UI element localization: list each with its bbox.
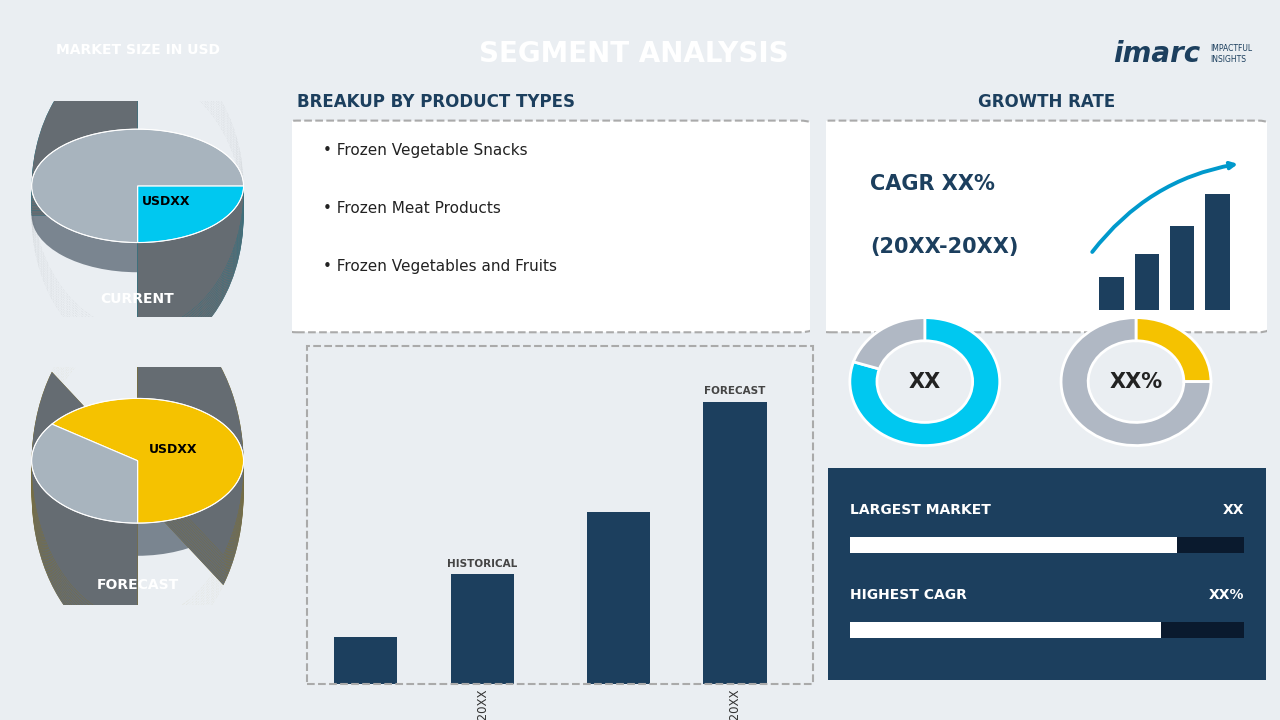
Bar xyxy=(850,537,1244,553)
Ellipse shape xyxy=(32,159,243,272)
Wedge shape xyxy=(32,335,243,647)
Text: HISTORICAL: HISTORICAL xyxy=(447,559,517,569)
Ellipse shape xyxy=(32,431,243,556)
Text: FORECAST: FORECAST xyxy=(704,387,765,396)
Text: • Frozen Vegetable Snacks: • Frozen Vegetable Snacks xyxy=(323,143,527,158)
Text: imarc: imarc xyxy=(1114,40,1201,68)
Text: CURRENT: CURRENT xyxy=(101,292,174,306)
Wedge shape xyxy=(32,52,243,335)
Bar xyxy=(1161,622,1244,638)
Wedge shape xyxy=(32,310,243,622)
Wedge shape xyxy=(32,49,243,333)
Bar xyxy=(1100,276,1124,310)
Text: MARKET SIZE IN USD: MARKET SIZE IN USD xyxy=(55,43,220,58)
FancyBboxPatch shape xyxy=(817,120,1271,332)
Wedge shape xyxy=(32,321,243,633)
Polygon shape xyxy=(32,424,138,523)
Wedge shape xyxy=(32,338,243,649)
Wedge shape xyxy=(32,327,243,639)
Wedge shape xyxy=(32,307,243,619)
Wedge shape xyxy=(32,71,243,355)
Text: (20XX-20XX): (20XX-20XX) xyxy=(870,237,1018,256)
Wedge shape xyxy=(32,313,243,625)
Wedge shape xyxy=(32,327,243,639)
Wedge shape xyxy=(32,66,243,350)
Bar xyxy=(586,512,650,684)
Wedge shape xyxy=(32,73,243,357)
Wedge shape xyxy=(32,47,243,330)
Text: USDXX: USDXX xyxy=(150,444,197,456)
Wedge shape xyxy=(32,332,243,644)
Polygon shape xyxy=(52,398,243,523)
Text: FORECAST: FORECAST xyxy=(96,578,179,593)
Bar xyxy=(334,637,397,684)
Wedge shape xyxy=(32,324,243,636)
Wedge shape xyxy=(32,307,243,619)
Wedge shape xyxy=(32,61,243,345)
Wedge shape xyxy=(32,52,243,335)
Bar xyxy=(451,575,513,684)
Wedge shape xyxy=(32,64,243,347)
Wedge shape xyxy=(32,71,243,355)
Wedge shape xyxy=(32,54,243,338)
Wedge shape xyxy=(32,332,243,644)
Wedge shape xyxy=(32,329,243,642)
Text: USDXX: USDXX xyxy=(142,194,191,207)
Bar xyxy=(1135,254,1158,310)
Text: SEGMENT ANALYSIS: SEGMENT ANALYSIS xyxy=(479,40,788,68)
Wedge shape xyxy=(32,47,243,330)
FancyBboxPatch shape xyxy=(819,464,1275,685)
Text: • Frozen Meat Products: • Frozen Meat Products xyxy=(323,202,500,216)
Text: XX%: XX% xyxy=(1208,588,1244,603)
Text: • Frozen Vegetables and Fruits: • Frozen Vegetables and Fruits xyxy=(323,259,557,274)
Text: CAGR XX%: CAGR XX% xyxy=(870,174,995,194)
FancyBboxPatch shape xyxy=(282,120,815,332)
Wedge shape xyxy=(32,69,243,352)
Wedge shape xyxy=(32,318,243,630)
Wedge shape xyxy=(32,59,243,343)
Bar xyxy=(1170,226,1194,310)
Wedge shape xyxy=(32,64,243,347)
Wedge shape xyxy=(1137,318,1211,382)
Wedge shape xyxy=(32,310,243,622)
Bar xyxy=(1178,537,1244,553)
Text: XX: XX xyxy=(1222,503,1244,518)
Wedge shape xyxy=(32,315,243,628)
Text: HIGHEST CAGR: HIGHEST CAGR xyxy=(850,588,966,603)
Wedge shape xyxy=(32,66,243,350)
Text: XX: XX xyxy=(909,372,941,392)
Wedge shape xyxy=(32,329,243,642)
Wedge shape xyxy=(850,318,1000,446)
Wedge shape xyxy=(32,69,243,352)
Bar xyxy=(704,402,767,684)
Wedge shape xyxy=(32,73,243,357)
Wedge shape xyxy=(32,335,243,647)
Bar xyxy=(1206,194,1230,310)
Wedge shape xyxy=(32,315,243,628)
Wedge shape xyxy=(32,56,243,340)
Wedge shape xyxy=(32,318,243,630)
Text: IMPACTFUL
INSIGHTS: IMPACTFUL INSIGHTS xyxy=(1210,44,1252,64)
Wedge shape xyxy=(32,321,243,633)
Text: BREAKUP BY PRODUCT TYPES: BREAKUP BY PRODUCT TYPES xyxy=(297,93,575,111)
Wedge shape xyxy=(1061,318,1211,446)
Wedge shape xyxy=(32,56,243,340)
Text: XX%: XX% xyxy=(1110,372,1162,392)
Wedge shape xyxy=(32,338,243,649)
Text: LARGEST MARKET: LARGEST MARKET xyxy=(850,503,991,518)
Polygon shape xyxy=(32,129,243,243)
Text: GROWTH RATE: GROWTH RATE xyxy=(978,93,1115,111)
Wedge shape xyxy=(854,318,924,369)
Wedge shape xyxy=(32,313,243,625)
Wedge shape xyxy=(32,61,243,345)
Polygon shape xyxy=(138,186,243,243)
Bar xyxy=(850,622,1244,638)
Wedge shape xyxy=(32,59,243,343)
Wedge shape xyxy=(32,49,243,333)
Wedge shape xyxy=(32,324,243,636)
Wedge shape xyxy=(32,54,243,338)
